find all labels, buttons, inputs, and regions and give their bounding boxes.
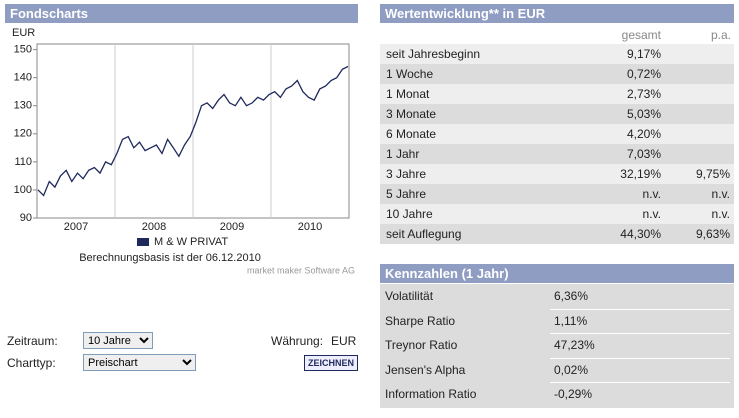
- cell: -0,29%: [554, 387, 593, 402]
- table-row: 1 Woche 0,72%: [380, 64, 734, 84]
- y-tick-label: 100: [14, 184, 32, 196]
- divider: [550, 308, 730, 310]
- cell: n.v.: [711, 187, 730, 201]
- row-label: 3 Jahre: [386, 167, 427, 181]
- table-row: 5 Jahre n.v. n.v.: [380, 184, 734, 204]
- zeitraum-select[interactable]: 10 Jahre: [83, 332, 153, 349]
- table-row: Sharpe Ratio 1,11%: [380, 308, 734, 333]
- table-row: seit Jahresbeginn 9,17%: [380, 44, 734, 64]
- legend-swatch: [137, 238, 149, 246]
- table-row: Volatilität 6,36%: [380, 284, 734, 308]
- row-label: 1 Monat: [386, 87, 430, 101]
- row-label: Treynor Ratio: [385, 338, 458, 353]
- y-tick-label: 150: [14, 44, 32, 56]
- table-row: 10 Jahre n.v. n.v.: [380, 204, 734, 224]
- x-tick-label: 2009: [220, 221, 244, 233]
- note: Berechnungsbasis ist der 06.12.2010: [79, 252, 261, 264]
- row-label: seit Jahresbeginn: [386, 47, 481, 61]
- panel-header: Fondscharts: [5, 4, 358, 23]
- cell: 47,23%: [554, 338, 595, 353]
- value: EUR: [331, 334, 357, 348]
- row-label: 1 Woche: [386, 67, 434, 81]
- panel-header: Kennzahlen (1 Jahr): [380, 264, 734, 283]
- cell: 5,03%: [626, 107, 661, 121]
- cell: n.v.: [642, 187, 661, 201]
- row-label: 10 Jahre: [386, 207, 433, 221]
- column-header: gesamt: [621, 28, 661, 42]
- table-row: Jensen's Alpha 0,02%: [380, 357, 734, 382]
- cell: 9,63%: [695, 227, 730, 241]
- y-tick-label: 110: [14, 156, 32, 168]
- x-tick-label: 2010: [298, 221, 322, 233]
- panel-header: Wertentwicklung** in EUR: [380, 4, 734, 23]
- cell: 0,02%: [554, 362, 589, 377]
- row-label: Information Ratio: [385, 387, 477, 402]
- row-label: Volatilität: [385, 289, 434, 303]
- chart: EUR Berechnungsbasis ist der 06.12.2010 …: [12, 27, 355, 275]
- y-tick-label: 140: [14, 72, 32, 84]
- cell: 6,36%: [554, 289, 589, 303]
- cell: n.v.: [642, 207, 661, 221]
- divider: [550, 357, 730, 359]
- label: Währung:: [271, 334, 324, 348]
- y-tick-label: 120: [14, 128, 32, 140]
- cell: 44,30%: [620, 227, 661, 241]
- y-tick-label: 130: [14, 100, 32, 112]
- x-tick-label: 2007: [64, 221, 88, 233]
- divider: [550, 382, 730, 384]
- cell: 2,73%: [626, 87, 661, 101]
- cell: 32,19%: [620, 167, 661, 181]
- kennzahlen-table: Volatilität 6,36% Sharpe Ratio 1,11% Treynor…: [380, 284, 734, 408]
- table-row: 6 Monate 4,20%: [380, 124, 734, 144]
- cell: 0,72%: [626, 67, 661, 81]
- y-tick-label: 90: [20, 212, 32, 224]
- table-row: 1 Monat 2,73%: [380, 84, 734, 104]
- cell: 9,17%: [626, 47, 661, 61]
- divider: [550, 333, 730, 335]
- label: Charttyp:: [7, 356, 56, 370]
- row-label: 5 Jahre: [386, 187, 427, 201]
- cell: 9,75%: [695, 167, 730, 181]
- charttyp-select[interactable]: Preischart: [83, 354, 196, 371]
- table-row: Information Ratio -0,29%: [380, 382, 734, 406]
- row-label: 1 Jahr: [386, 147, 420, 161]
- row-label: Jensen's Alpha: [385, 362, 466, 377]
- credit: market maker Software AG: [247, 265, 355, 275]
- row-label: 6 Monate: [386, 127, 437, 141]
- row-label: seit Auflegung: [386, 227, 462, 241]
- line: [37, 65, 349, 197]
- table-row: Treynor Ratio 47,23%: [380, 333, 734, 357]
- row-label: Sharpe Ratio: [385, 313, 456, 328]
- label: Zeitraum:: [7, 334, 58, 348]
- cell: n.v.: [711, 207, 730, 221]
- y-unit: EUR: [12, 27, 35, 39]
- table-row: 1 Jahr 7,03%: [380, 144, 734, 164]
- column-header: p.a.: [710, 28, 731, 42]
- row-label: 3 Monate: [386, 107, 437, 121]
- table-row: 3 Monate 5,03%: [380, 104, 734, 124]
- cell: 1,11%: [554, 313, 588, 328]
- x-tick-label: 2008: [142, 221, 166, 233]
- table-row: seit Auflegung 44,30% 9,63%: [380, 224, 734, 244]
- cell: 4,20%: [626, 127, 661, 141]
- submit-button[interactable]: ZEICHNEN: [304, 355, 358, 371]
- cell: 7,03%: [626, 147, 661, 161]
- legend-label: M & W PRIVAT: [154, 236, 228, 248]
- table-row: 3 Jahre 32,19% 9,75%: [380, 164, 734, 184]
